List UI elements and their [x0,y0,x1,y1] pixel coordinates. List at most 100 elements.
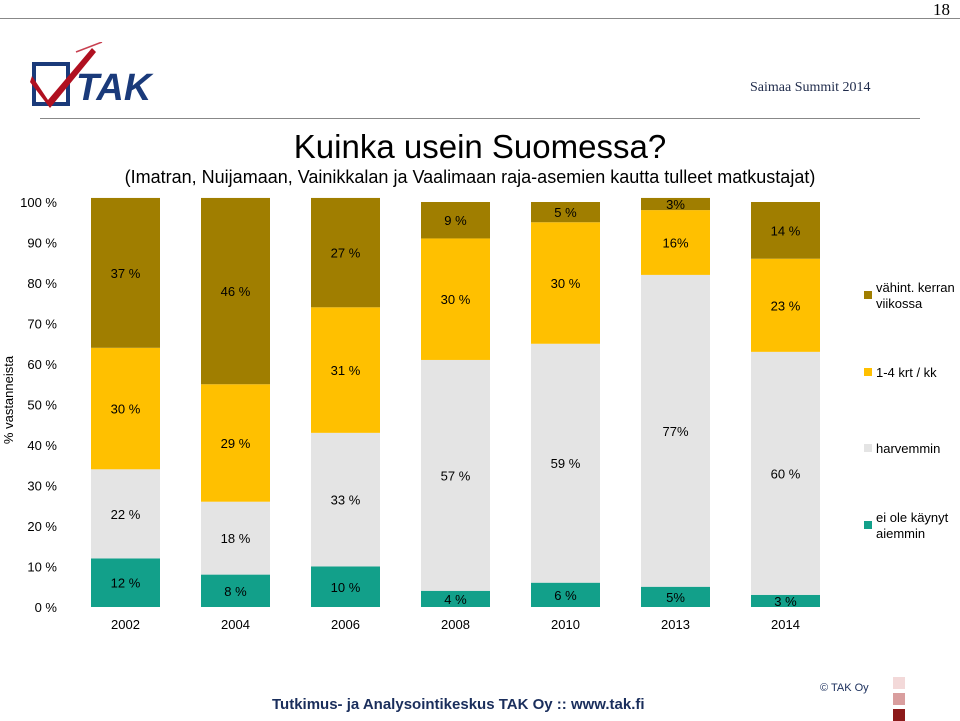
event-name: Saimaa Summit 2014 [750,80,871,95]
y-tick-label: 10 % [27,560,57,575]
bar-segment [751,258,820,352]
footer-square-dark [893,709,905,721]
legend-swatch [864,521,872,529]
bar-segment [641,197,710,211]
top-divider [0,18,960,19]
y-tick-label: 80 % [27,276,57,291]
bar-segment [91,469,160,559]
y-tick-label: 20 % [27,519,57,534]
bar-segment [421,359,490,591]
bar-segment [751,351,820,595]
bar-segment [421,202,490,239]
bar-segment [641,274,710,587]
x-tick-label: 2010 [551,617,580,632]
logo-text: TAK [76,67,154,109]
y-tick-label: 40 % [27,438,57,453]
bar-segment [421,238,490,360]
data-label: 4 % [444,592,467,607]
legend-swatch [864,368,872,376]
y-axis-title: % vastanneista [1,355,16,444]
copyright: © TAK Oy [820,682,869,694]
bar-segment [311,566,380,607]
legend-label: aiemmin [876,526,925,541]
bar-segment [641,586,710,607]
data-label: 33 % [331,493,361,508]
bar-segment [201,501,270,575]
legend-label: 1-4 krt / kk [876,365,937,380]
data-label: 77% [662,424,688,439]
bar-segment [91,558,160,607]
data-label: 59 % [551,456,581,471]
chart-subtitle: (Imatran, Nuijamaan, Vainikkalan ja Vaal… [124,167,816,187]
y-tick-label: 0 % [35,600,58,615]
legend-label: viikossa [876,296,923,311]
y-tick-label: 70 % [27,317,57,332]
bar-segment [91,197,160,348]
logo-checkmark [30,48,96,108]
y-tick-label: 100 % [20,195,57,210]
bar-segment [311,307,380,433]
data-label: 8 % [224,584,247,599]
data-label: 12 % [111,576,141,591]
data-label: 22 % [111,507,141,522]
data-label: 18 % [221,531,251,546]
y-tick-label: 50 % [27,398,57,413]
bar-segment [641,210,710,275]
tak-logo: TAK [30,42,154,109]
x-tick-label: 2006 [331,617,360,632]
header-divider [40,118,920,119]
data-label: 29 % [221,436,251,451]
data-label: 60 % [771,466,801,481]
legend-swatch [864,444,872,452]
data-label: 9 % [444,213,467,228]
bar-segment [531,343,600,583]
footer-text: Tutkimus- ja Analysointikeskus TAK Oy ::… [272,696,645,713]
y-tick-label: 90 % [27,236,57,251]
data-label: 46 % [221,284,251,299]
stacked-bar-chart: 0 % 10 % 20 % 30 % 40 % 50 % 60 % 70 % 80 % 90 % 1… [1,195,955,632]
y-tick-label: 30 % [27,479,57,494]
footer-square-light [893,677,905,689]
data-label: 30 % [111,402,141,417]
data-label: 6 % [554,588,577,603]
data-label: 23 % [771,298,801,313]
data-label: 27 % [331,246,361,261]
data-label: 3 % [774,594,797,609]
x-tick-label: 2004 [221,617,250,632]
legend-label: vähint. kerran [876,280,955,295]
legend-swatch [864,291,872,299]
x-tick-label: 2002 [111,617,140,632]
data-label: 5 % [554,205,577,220]
y-tick-label: 60 % [27,357,57,372]
bar-segment [531,582,600,607]
x-tick-label: 2014 [771,617,800,632]
bar-segment [751,202,820,259]
bar-segment [421,590,490,607]
bar-segment [91,347,160,470]
bar-segment [201,574,270,607]
logo-pen-stroke [75,42,103,53]
legend-label: harvemmin [876,441,940,456]
data-label: 3% [666,197,685,212]
data-label: 30 % [441,292,471,307]
x-tick-label: 2013 [661,617,690,632]
data-label: 16% [662,236,688,251]
data-label: 5% [666,590,685,605]
bar-segment [531,202,600,223]
data-label: 10 % [331,580,361,595]
bar-segment [201,384,270,502]
data-label: 14 % [771,223,801,238]
data-label: 30 % [551,276,581,291]
bar-segment [531,222,600,344]
legend-label: ei ole käynyt [876,510,949,525]
bar-segment [201,197,270,385]
x-tick-label: 2008 [441,617,470,632]
bar-segment [311,432,380,567]
footer-square-mid [893,693,905,705]
bar-segment [311,197,380,308]
data-label: 57 % [441,468,471,483]
bar-segment [751,594,820,607]
chart-title: Kuinka usein Suomessa? [293,128,667,165]
data-label: 31 % [331,363,361,378]
page-number: 18 [933,0,950,19]
